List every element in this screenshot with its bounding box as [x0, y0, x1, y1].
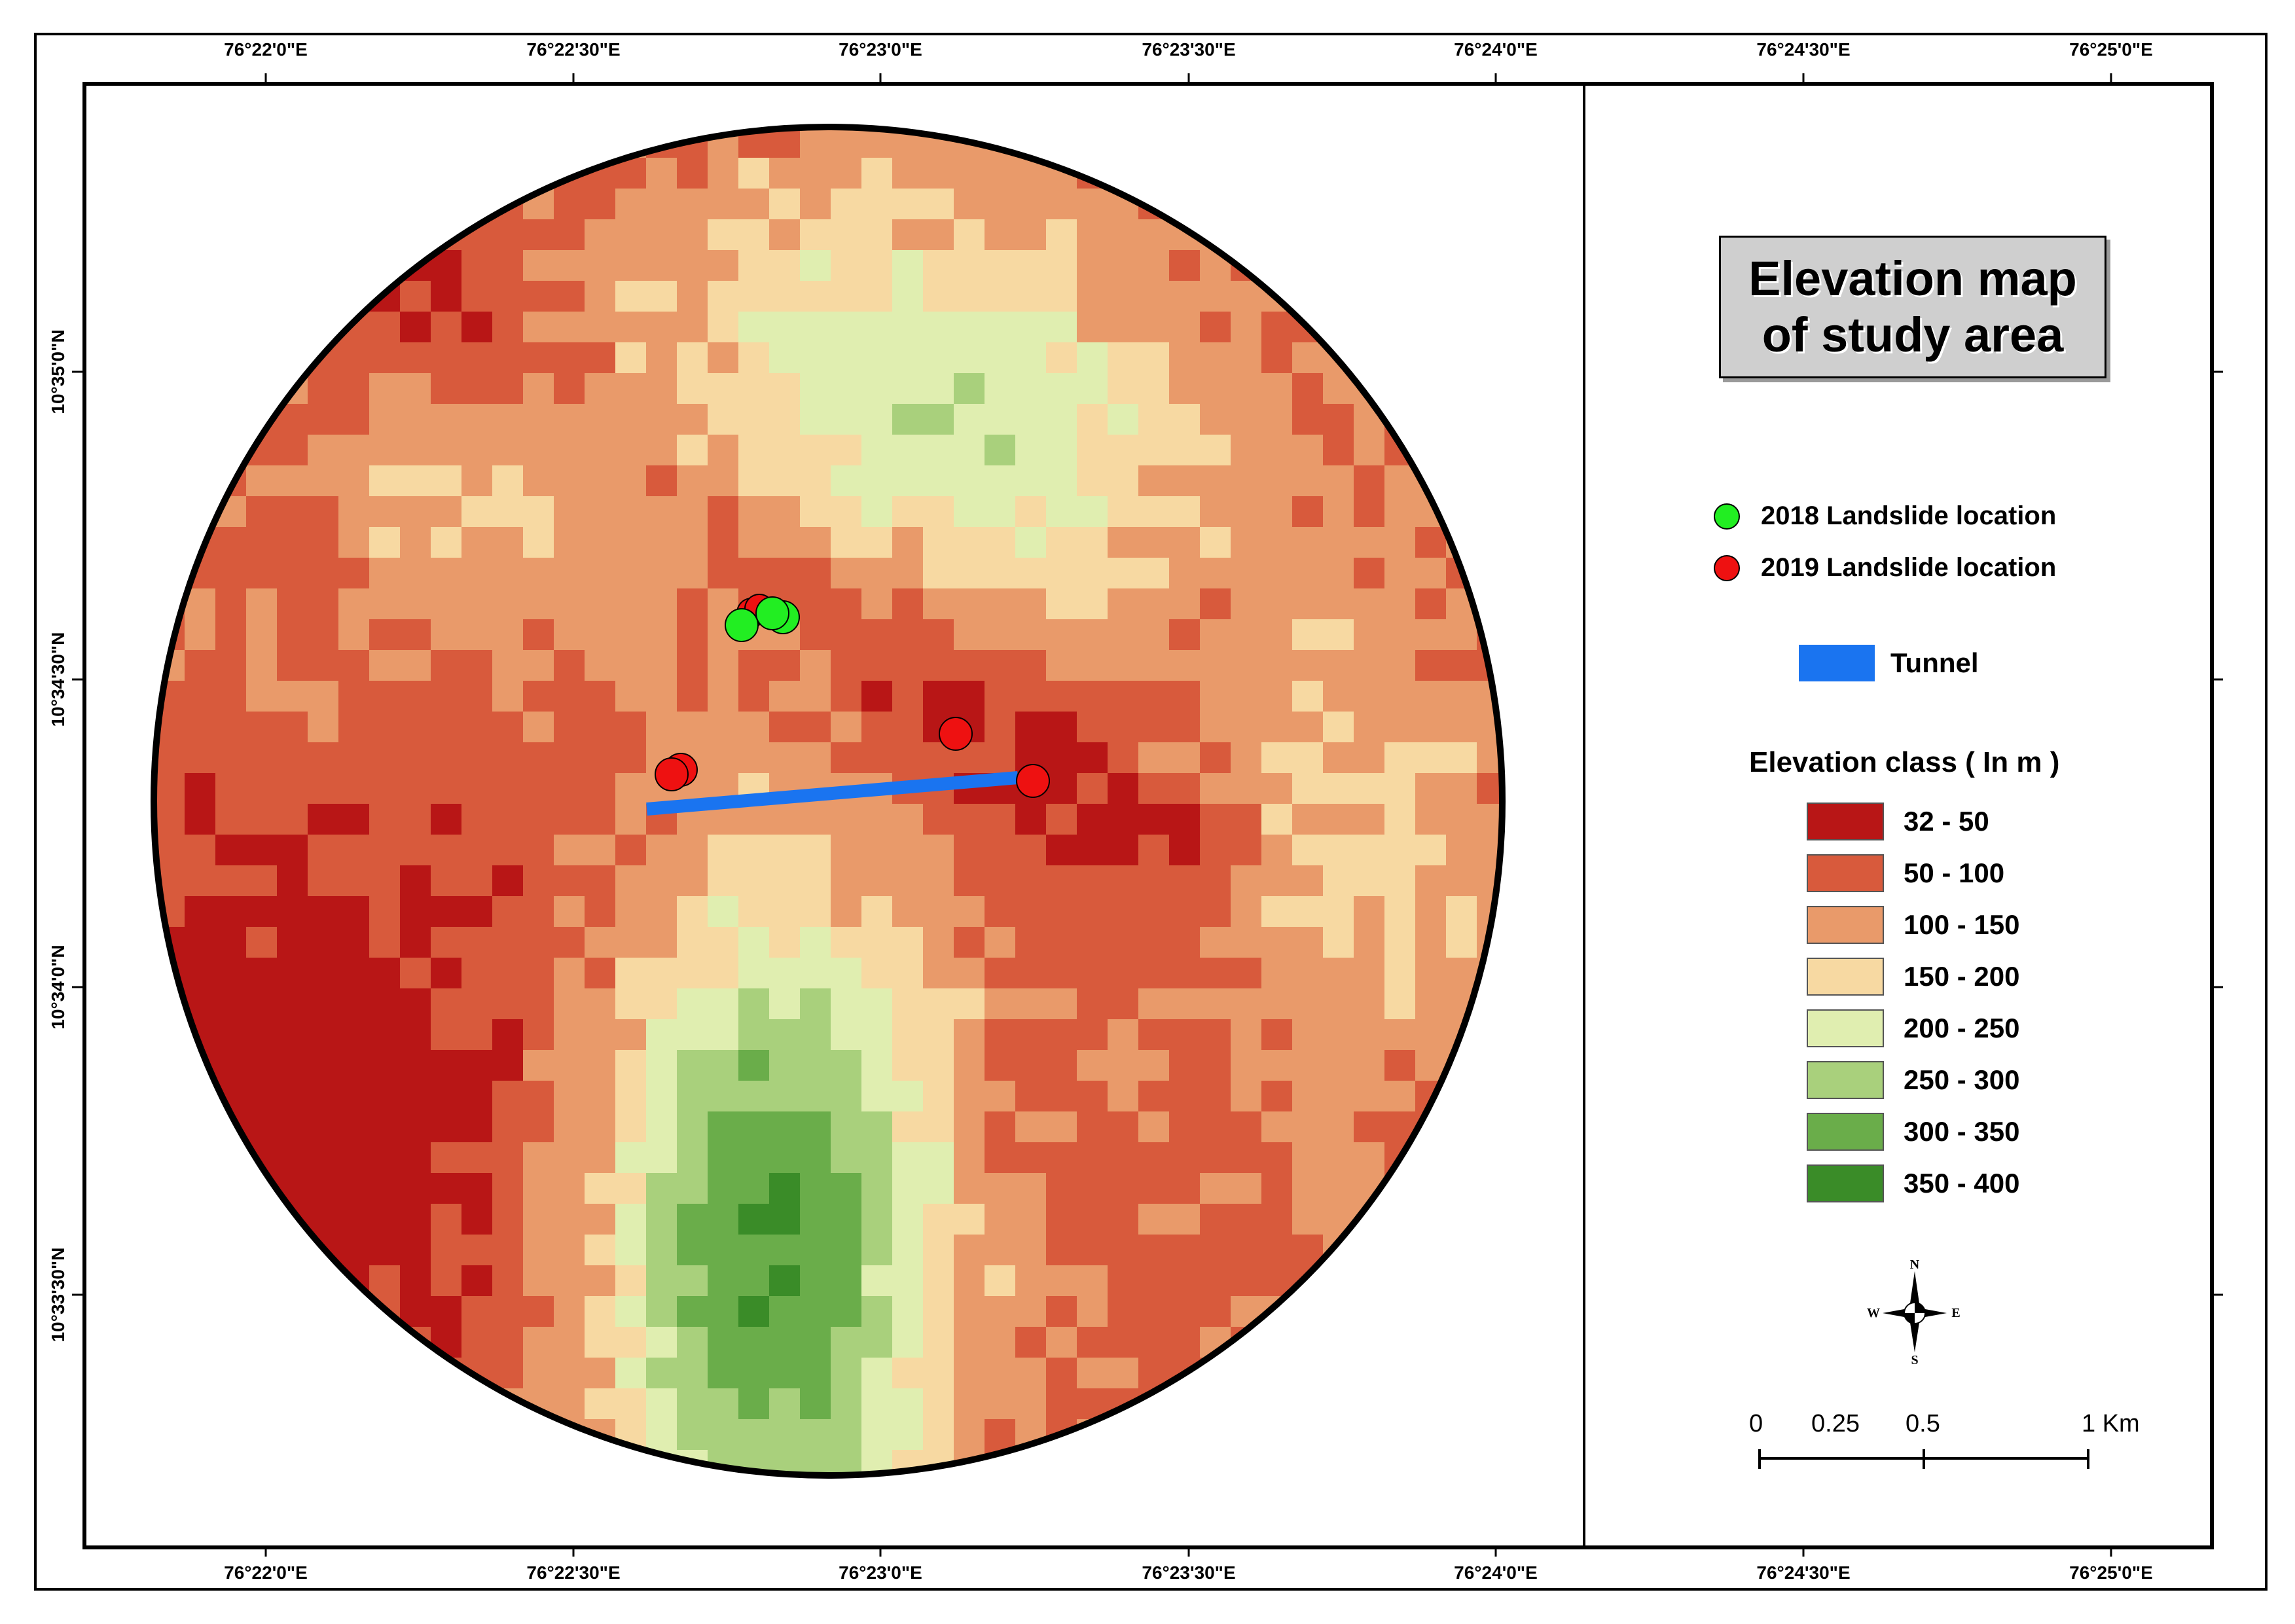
elevation-class-swatch [1807, 1061, 1884, 1099]
elevation-class-swatch [1807, 906, 1884, 944]
lon-label-bottom: 76°22'30"E [526, 1562, 620, 1583]
landslide-2019-point [1016, 764, 1050, 798]
lon-label-bottom: 76°23'0"E [839, 1562, 922, 1583]
scale-bar [1758, 1449, 2089, 1469]
elevation-class-label: 350 - 400 [1904, 1168, 2020, 1199]
lon-label-bottom: 76°24'0"E [1454, 1562, 1538, 1583]
elevation-raster [154, 127, 1502, 1475]
elevation-class-label: 200 - 250 [1904, 1013, 2020, 1043]
elevation-class-row: 150 - 200 [1807, 958, 2019, 996]
elevation-class-label: 32 - 50 [1904, 806, 1989, 837]
lat-label: 10°35'0"N [48, 329, 68, 414]
lon-label-top: 76°22'30"E [526, 39, 620, 60]
elevation-class-swatch [1807, 1164, 1884, 1202]
legend-divider [1583, 84, 1585, 1547]
elevation-class-swatch [1807, 854, 1884, 892]
scale-label-025: 0.25 [1811, 1410, 1860, 1437]
landslide-2018-point [725, 608, 759, 642]
lon-label-top: 76°23'0"E [839, 39, 922, 60]
elevation-class-row: 32 - 50 [1807, 803, 1989, 840]
map-frame [82, 82, 2214, 1549]
map-title-line-2: of study area [1762, 308, 2064, 362]
legend-2019-landslide: 2019 Landslide location [1714, 553, 2056, 583]
elevation-class-label: 300 - 350 [1904, 1116, 2020, 1147]
elevation-class-row: 200 - 250 [1807, 1009, 2019, 1047]
graticule-labels: 76°22'0"E 76°22'30"E 76°23'0"E 76°23'30"… [48, 39, 2153, 1583]
lat-label: 10°34'0"N [48, 945, 68, 1029]
elevation-class-heading: Elevation class ( In m ) [1749, 746, 2060, 778]
lon-label-top: 76°25'0"E [2069, 39, 2153, 60]
tunnel-line [646, 771, 1019, 816]
graticule-ticks [72, 73, 2223, 1557]
elevation-class-label: 100 - 150 [1904, 909, 2020, 940]
legend-2019-label: 2019 Landslide location [1761, 553, 2057, 582]
map-title-box: Elevation map of study area [1719, 236, 2106, 378]
elevation-class-row: 100 - 150 [1807, 906, 2019, 944]
compass-e: E [1951, 1306, 1960, 1320]
legend-2018-landslide: 2018 Landslide location [1714, 501, 2056, 531]
legend-tunnel: Tunnel [1799, 645, 1979, 681]
scale-label-05: 0.5 [1906, 1410, 1940, 1437]
elevation-class-row: 300 - 350 [1807, 1113, 2019, 1151]
outer-frame [34, 33, 2268, 1591]
compass-s: S [1911, 1353, 1918, 1367]
lon-label-top: 76°23'30"E [1142, 39, 1235, 60]
compass-n: N [1910, 1257, 1920, 1272]
elevation-class-row: 50 - 100 [1807, 854, 2004, 892]
landslide-2019-point [939, 717, 973, 751]
elevation-class-row: 350 - 400 [1807, 1164, 2019, 1202]
elevation-class-label: 250 - 300 [1904, 1064, 2020, 1095]
landslide-2018-point [755, 596, 789, 630]
tunnel-swatch-icon [1799, 645, 1875, 681]
lon-label-top: 76°24'30"E [1756, 39, 1850, 60]
scale-label-0: 0 [1749, 1410, 1763, 1437]
landslide-points [655, 594, 1050, 798]
elevation-class-swatch [1807, 958, 1884, 996]
elevation-class-label: 50 - 100 [1904, 857, 2005, 888]
red-dot-icon [1714, 554, 1740, 581]
elevation-class-swatch [1807, 1113, 1884, 1151]
green-dot-icon [1714, 503, 1740, 530]
lat-label: 10°34'30"N [48, 632, 68, 727]
lon-label-top: 76°22'0"E [224, 39, 308, 60]
lon-label-bottom: 76°24'30"E [1756, 1562, 1850, 1583]
study-area-boundary [151, 124, 1506, 1479]
map-title-line-1: Elevation map [1748, 251, 2077, 306]
legend-2018-label: 2018 Landslide location [1761, 501, 2057, 530]
landslide-2019-point [655, 757, 689, 791]
legend-tunnel-label: Tunnel [1890, 647, 1979, 678]
elevation-class-swatch [1807, 803, 1884, 840]
lon-label-top: 76°24'0"E [1454, 39, 1538, 60]
compass-rose-icon: N S E W [1867, 1257, 1961, 1367]
scale-label-1km: 1 Km [2082, 1410, 2140, 1437]
elevation-class-swatch [1807, 1009, 1884, 1047]
lon-label-bottom: 76°23'30"E [1142, 1562, 1235, 1583]
lat-label: 10°33'30"N [48, 1248, 68, 1343]
elevation-class-label: 150 - 200 [1904, 961, 2020, 992]
compass-w: W [1867, 1306, 1880, 1320]
lon-label-bottom: 76°25'0"E [2069, 1562, 2153, 1583]
lon-label-bottom: 76°22'0"E [224, 1562, 308, 1583]
elevation-class-row: 250 - 300 [1807, 1061, 2019, 1099]
